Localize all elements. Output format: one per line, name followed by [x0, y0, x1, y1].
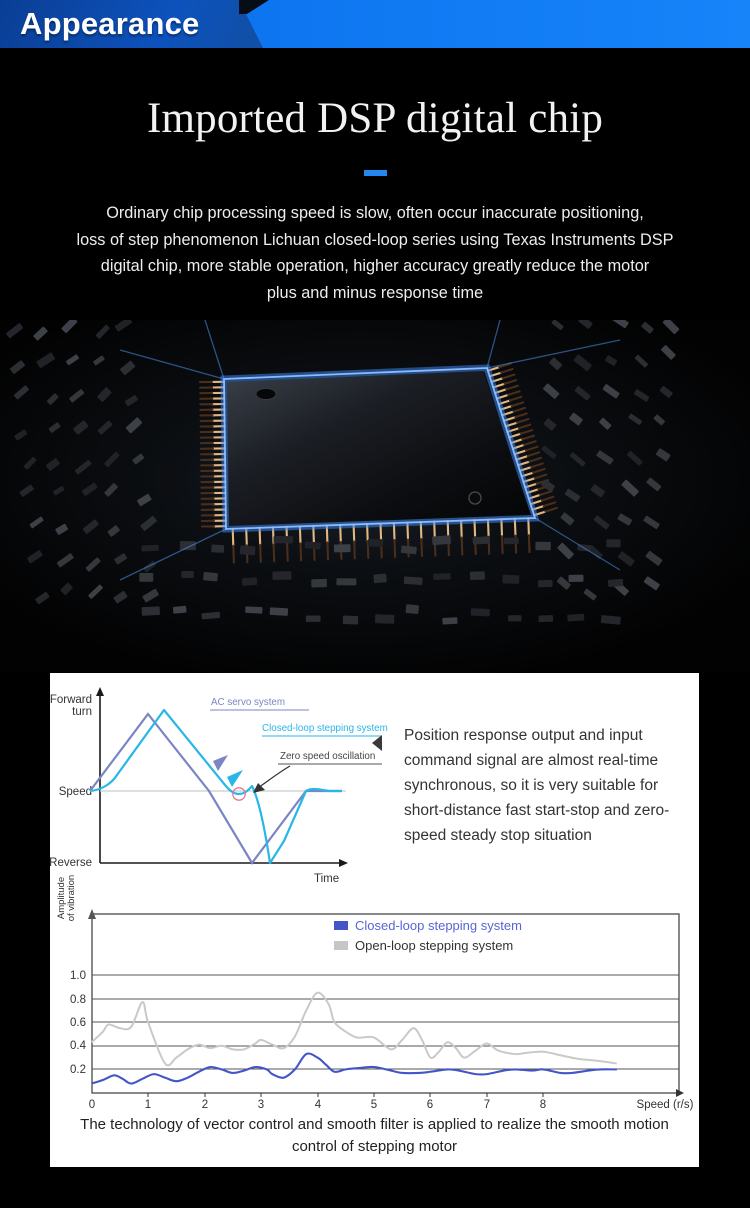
- svg-text:Zero speed oscillation: Zero speed oscillation: [280, 751, 375, 762]
- svg-text:short-distance fast start-stop: short-distance fast start-stop and zero-: [404, 802, 669, 819]
- svg-text:0: 0: [89, 1099, 95, 1111]
- svg-text:Speed: Speed: [59, 786, 92, 798]
- svg-text:turn: turn: [72, 706, 92, 718]
- svg-text:Closed-loop stepping system: Closed-loop stepping system: [262, 723, 388, 734]
- svg-text:Open-loop stepping system: Open-loop stepping system: [355, 938, 513, 953]
- svg-text:2: 2: [202, 1099, 208, 1111]
- svg-text:AC servo system: AC servo system: [211, 697, 285, 708]
- svg-text:Closed-loop stepping system: Closed-loop stepping system: [355, 918, 522, 933]
- svg-text:command signal are almost real: command signal are almost real-time: [404, 752, 658, 769]
- svg-text:0.4: 0.4: [70, 1040, 87, 1052]
- svg-text:4: 4: [315, 1099, 322, 1111]
- svg-text:Reverse: Reverse: [50, 857, 92, 869]
- svg-text:Speed (r/s): Speed (r/s): [637, 1099, 694, 1111]
- svg-text:Time: Time: [314, 873, 339, 885]
- svg-text:1.0: 1.0: [70, 970, 86, 982]
- svg-text:of vibration: of vibration: [66, 875, 77, 921]
- svg-text:Forward: Forward: [50, 694, 92, 706]
- svg-text:0.2: 0.2: [70, 1064, 86, 1076]
- svg-text:3: 3: [258, 1099, 264, 1111]
- svg-text:speed steady stop situation: speed steady stop situation: [404, 827, 592, 844]
- svg-text:1: 1: [145, 1099, 151, 1111]
- svg-text:5: 5: [371, 1099, 377, 1111]
- svg-text:0.6: 0.6: [70, 1017, 86, 1029]
- svg-text:7: 7: [484, 1099, 490, 1111]
- svg-text:0.8: 0.8: [70, 994, 86, 1006]
- svg-text:synchronous, so it is very sui: synchronous, so it is very suitable for: [404, 777, 658, 794]
- svg-text:6: 6: [427, 1099, 433, 1111]
- svg-text:8: 8: [540, 1099, 546, 1111]
- svg-text:Position response output and i: Position response output and input: [404, 727, 643, 744]
